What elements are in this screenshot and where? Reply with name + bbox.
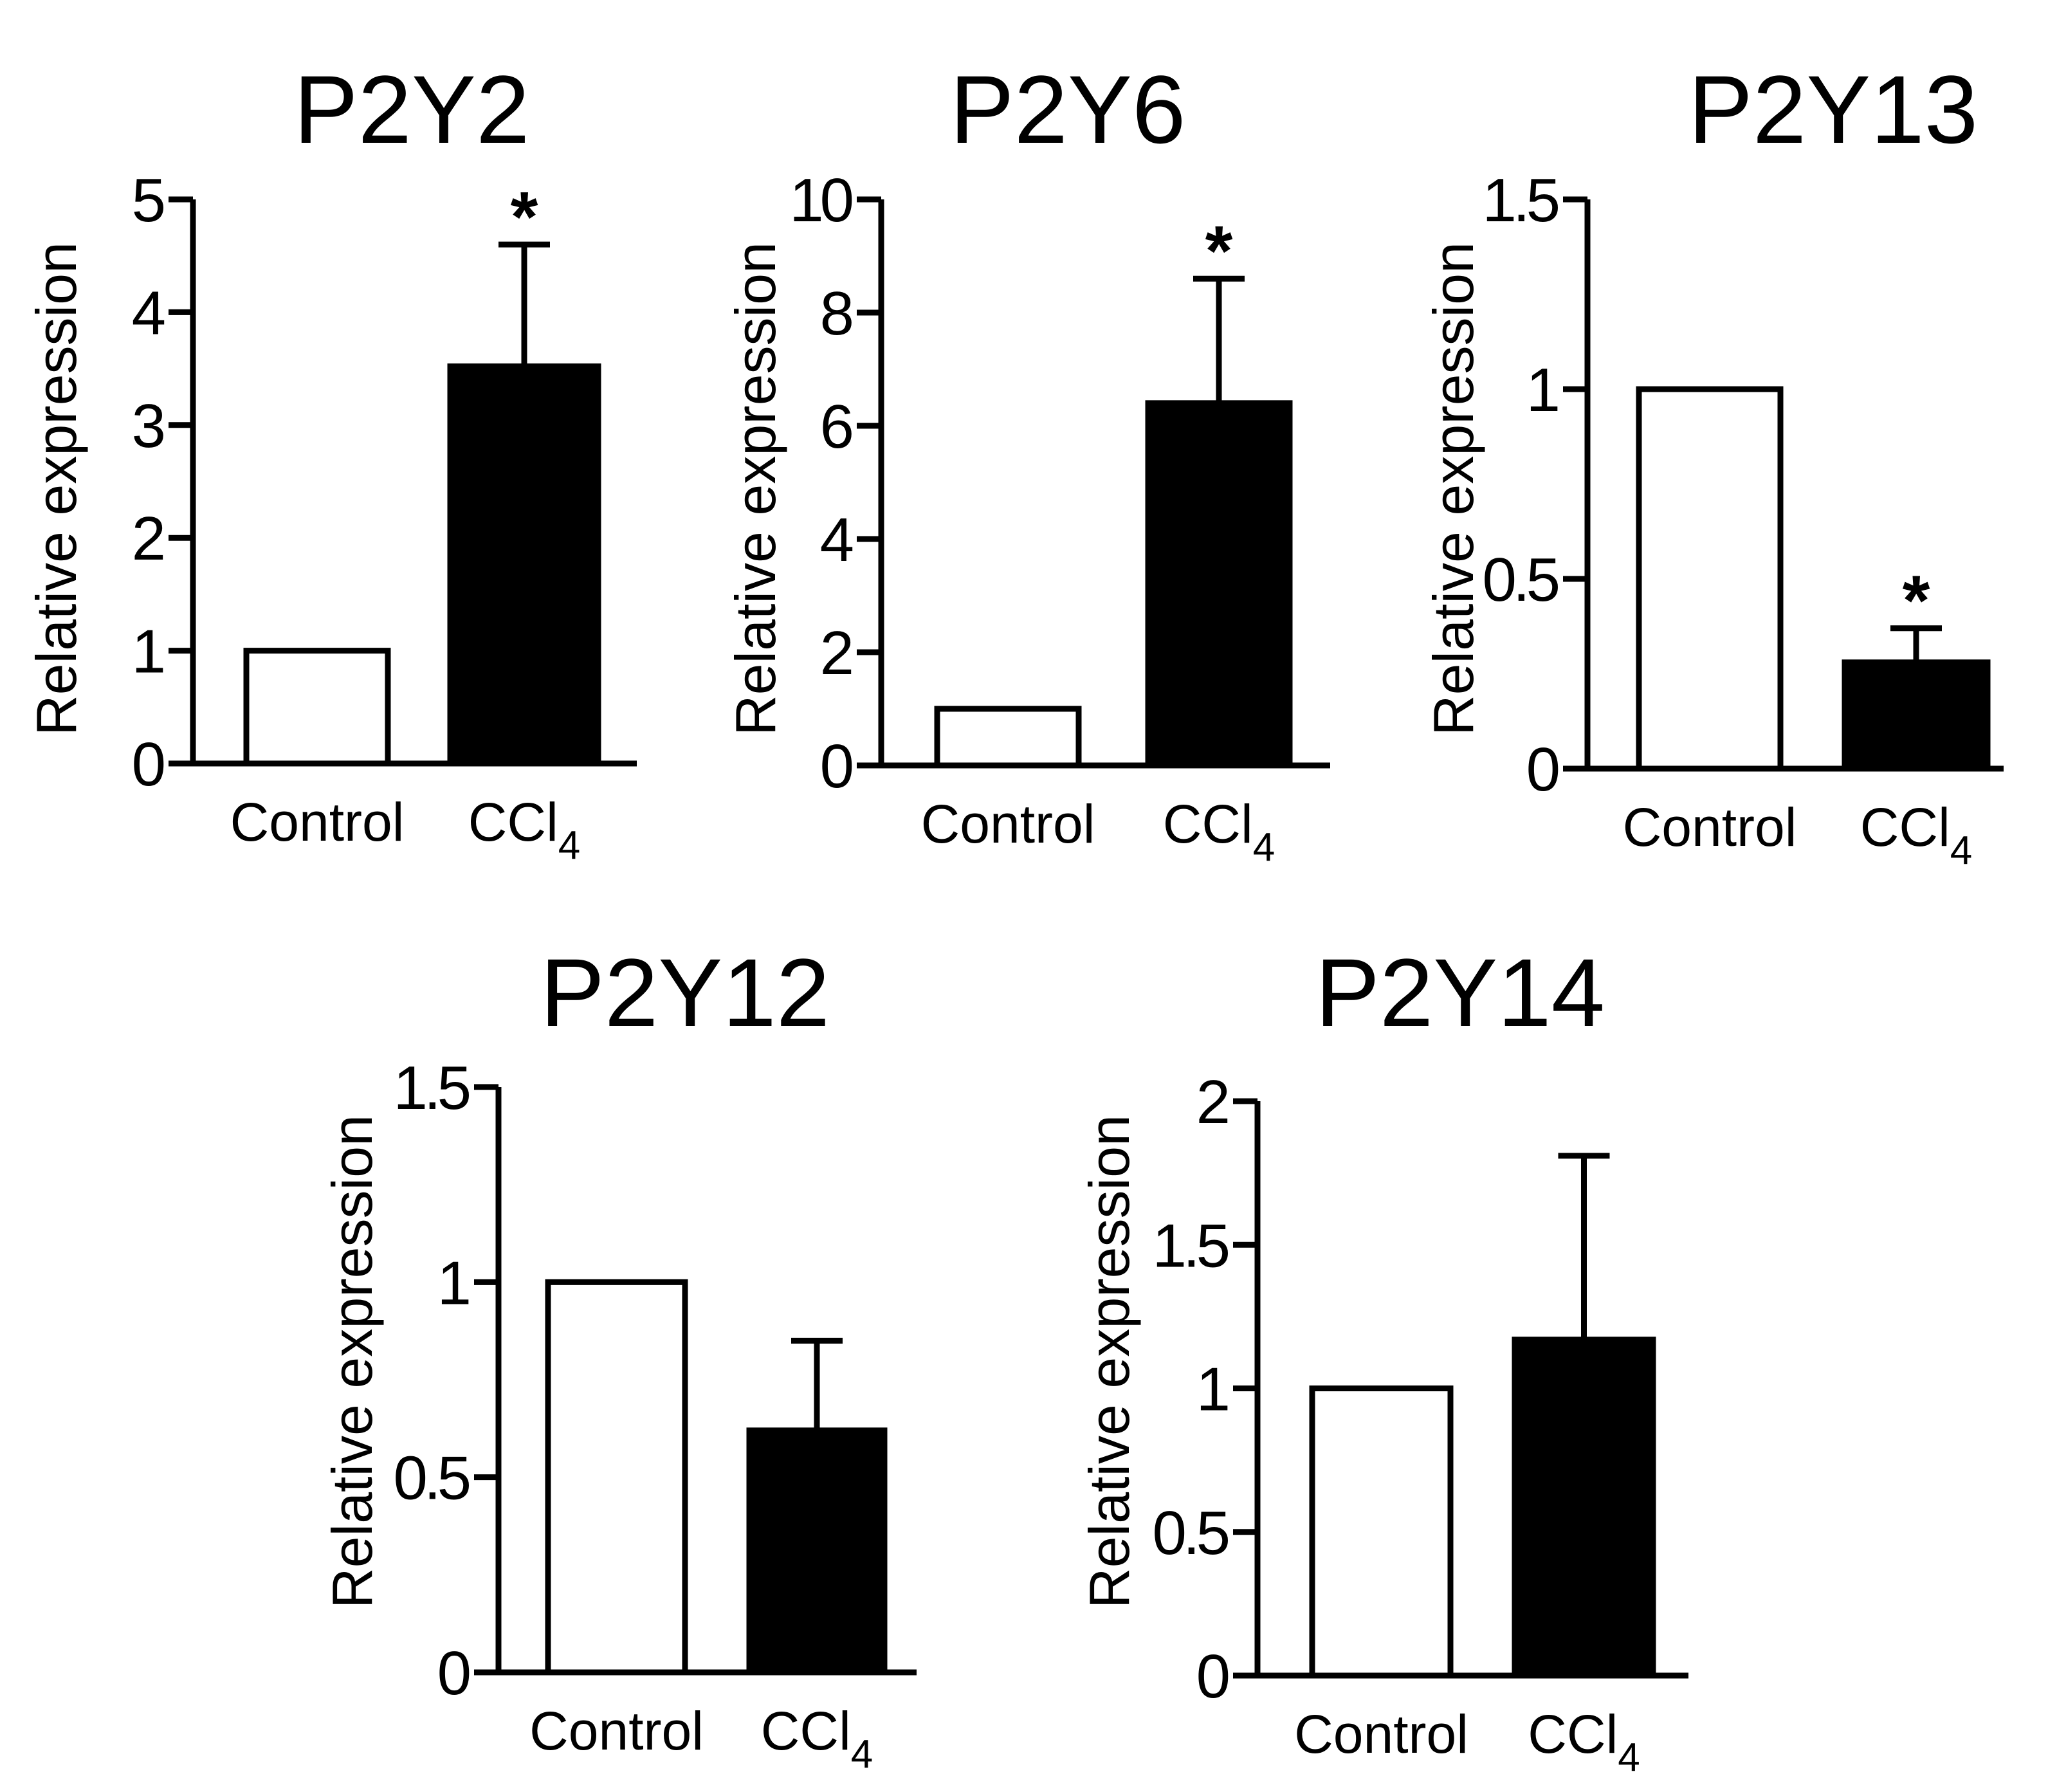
bar-control: [545, 1279, 688, 1676]
x-category-label: CCl4: [1163, 794, 1275, 870]
y-tick-label: 0: [1526, 735, 1559, 804]
x-category-label: Control: [230, 792, 405, 852]
y-tick-label: 1: [437, 1248, 469, 1317]
bar-ccl4: [1145, 400, 1293, 769]
x-category-label: Control: [529, 1701, 704, 1761]
plot-area: 0 0.5 1 1.5 Control * CCl4: [1483, 166, 2004, 873]
plot-area: 0 0.5 1 1.5 2 Control CCl4: [1153, 1068, 1688, 1780]
y-tick-label: 4: [820, 506, 853, 574]
panel-p2y14: P2Y14 Relative expression 0 0.5 1 1.5 2 Contr…: [1077, 938, 1688, 1780]
significance-marker: *: [1903, 562, 1930, 641]
y-tick-label: 6: [820, 392, 852, 461]
bar-control: [1309, 1385, 1454, 1679]
y-tick-label: 1.5: [394, 1054, 470, 1122]
y-axis-label: Relative expression: [24, 242, 88, 736]
significance-marker: *: [1205, 212, 1233, 291]
y-tick-label: 0: [132, 730, 164, 799]
y-tick-label: 0: [820, 732, 852, 801]
y-tick-label: 0.5: [1483, 545, 1559, 614]
y-tick-label: 0.5: [394, 1444, 470, 1513]
y-tick-label: 1: [1526, 356, 1558, 425]
panel-p2y13: P2Y13 Relative expression 0 0.5 1 1.5 Contro…: [1422, 55, 2004, 873]
y-tick-label: 1: [132, 617, 163, 686]
y-axis-label: Relative expression: [1422, 242, 1485, 736]
x-category-label: CCl4: [761, 1701, 873, 1777]
x-category-label: CCl4: [1528, 1704, 1640, 1780]
y-tick-label: 2: [1196, 1068, 1228, 1137]
plot-area: 0 0.5 1 1.5 Control CCl4: [394, 1054, 917, 1777]
bar-ccl4: [447, 363, 601, 767]
panel-p2y12: P2Y12 Relative expression 0 0.5 1 1.5 Contro…: [320, 938, 917, 1777]
x-category-label: CCl4: [468, 792, 580, 868]
y-axis-label: Relative expression: [1077, 1115, 1141, 1609]
x-category-label: Control: [921, 794, 1095, 854]
y-axis-label: Relative expression: [724, 242, 787, 736]
y-tick-label: 0: [437, 1639, 470, 1708]
x-category-label: Control: [1294, 1704, 1468, 1764]
y-tick-label: 0.5: [1153, 1499, 1229, 1568]
bar-control: [1636, 386, 1784, 772]
bar-control: [934, 706, 1082, 769]
x-category-label: Control: [1623, 797, 1797, 857]
y-tick-label: 0: [1196, 1642, 1229, 1711]
y-tick-label: 1.5: [1483, 166, 1559, 235]
y-tick-label: 5: [132, 166, 164, 235]
y-tick-label: 2: [820, 619, 852, 688]
bar-control: [243, 648, 391, 767]
panel-p2y2: P2Y2 Relative expression 0 1 2 3 4 5 Control * C…: [24, 55, 637, 868]
x-category-label: CCl4: [1860, 797, 1972, 873]
y-tick-label: 3: [132, 392, 164, 461]
y-tick-label: 1: [1196, 1355, 1228, 1424]
significance-marker: *: [511, 178, 538, 257]
plot-area: 0 1 2 3 4 5 Control * CCl4: [132, 166, 637, 868]
y-tick-label: 8: [820, 279, 852, 348]
y-axis-label: Relative expression: [320, 1115, 384, 1609]
y-tick-label: 10: [789, 166, 852, 235]
chart-title: P2Y6: [950, 55, 1186, 163]
y-tick-label: 2: [132, 504, 163, 573]
chart-title: P2Y12: [540, 938, 830, 1047]
bar-ccl4: [746, 1427, 888, 1676]
chart-title: P2Y14: [1315, 938, 1605, 1047]
bar-ccl4: [1842, 659, 1991, 772]
y-tick-label: 1.5: [1153, 1211, 1229, 1280]
bar-ccl4: [1512, 1337, 1656, 1679]
chart-title: P2Y13: [1688, 55, 1978, 163]
chart-title: P2Y2: [294, 55, 530, 163]
y-tick-label: 4: [132, 279, 165, 347]
